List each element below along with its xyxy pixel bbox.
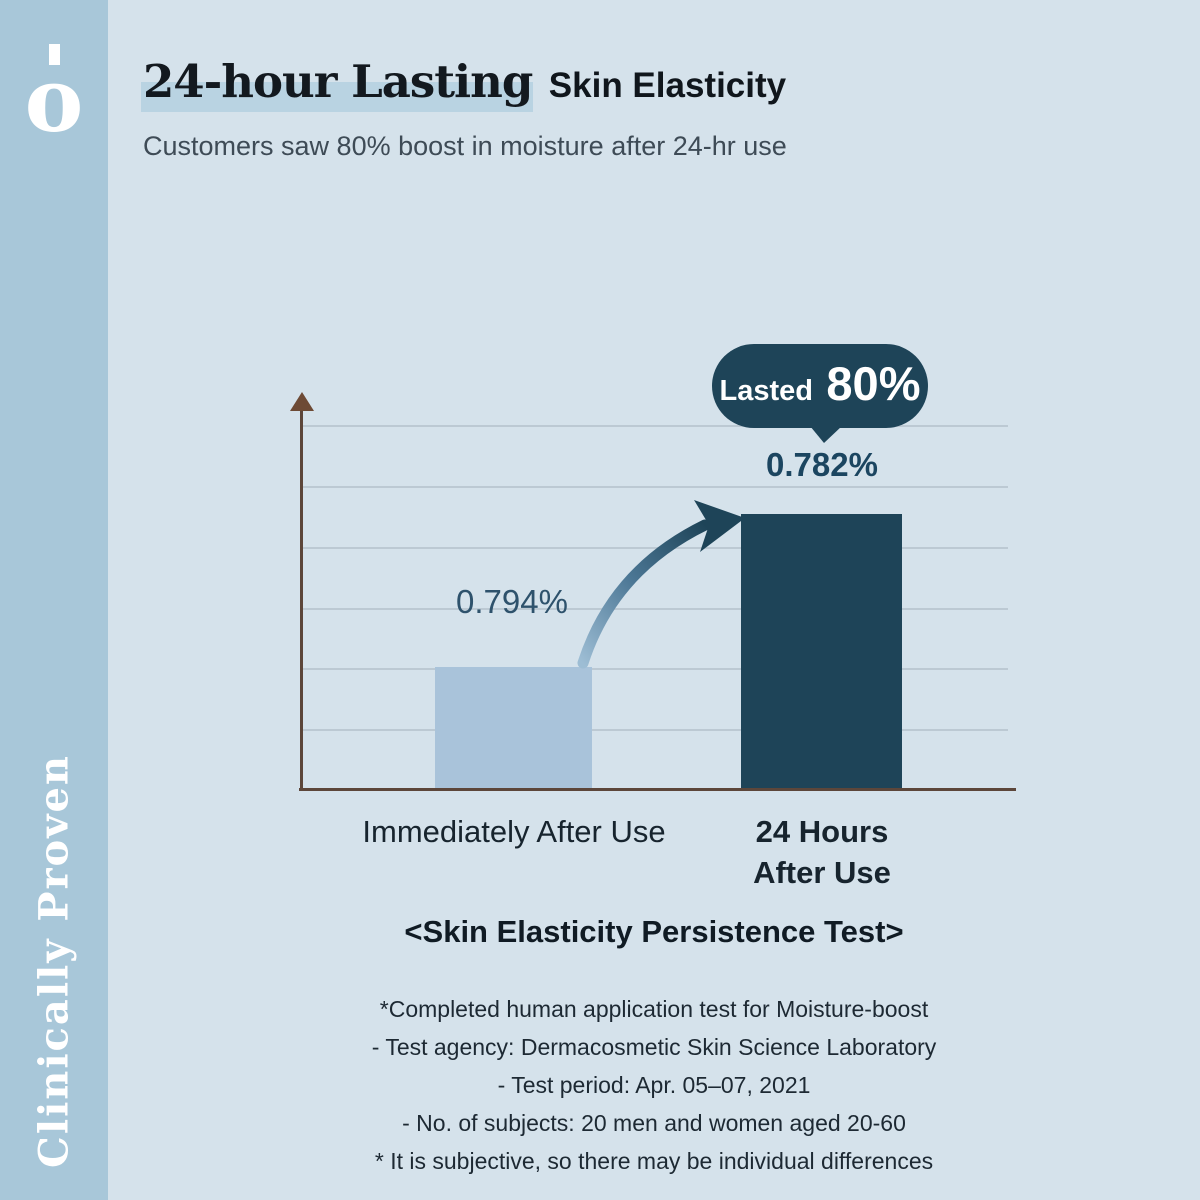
subtitle: Customers saw 80% boost in moisture afte… [143, 131, 787, 161]
footnote-line: - No. of subjects: 20 men and women aged… [402, 1110, 906, 1136]
footnote-line: - Test agency: Dermacosmetic Skin Scienc… [371, 1034, 937, 1060]
x-label-24-hours-after-use: 24 Hours After Use [722, 811, 922, 893]
footnote-line: *Completed human application test for Mo… [379, 996, 929, 1022]
footnote-line: * It is subjective, so there may be indi… [374, 1148, 934, 1174]
header: 24-hour Lasting Skin Elasticity Customer… [141, 52, 787, 162]
x-label-immediately-after-use: Immediately After Use [362, 814, 666, 849]
title-rest: Skin Elasticity [548, 66, 787, 105]
page-title: 24-hour Lasting Skin Elasticity [141, 52, 787, 123]
title-highlight-band [141, 82, 533, 112]
footnote-line: - Test period: Apr. 05–07, 2021 [497, 1072, 811, 1098]
bar-24-hours-after-use [741, 514, 902, 788]
gridline [302, 486, 1008, 488]
footnotes: *Completed human application test for Mo… [108, 990, 1200, 1180]
callout-prefix: Lasted [719, 375, 813, 407]
value-label-immediately: 0.794% [456, 583, 568, 620]
value-label-24-hours: 0.782% [766, 446, 878, 483]
callout-value: 80% [826, 357, 921, 410]
gridline [302, 547, 1008, 549]
gridline [302, 668, 1008, 670]
chart-caption: <Skin Elasticity Persistence Test> [404, 914, 904, 949]
bar-immediately-after-use [435, 667, 592, 788]
logo-glyph: o [24, 48, 84, 152]
title-emphasis: 24-hour Lasting [143, 55, 533, 108]
gridline [302, 608, 1008, 610]
gridline [302, 425, 1008, 427]
x-axis-line [299, 788, 1016, 791]
x-label-line-2: After Use [753, 855, 891, 890]
clinically-proven-vertical-label: Clinically Proven [30, 754, 78, 1168]
brand-logo-icon: o [0, 44, 108, 152]
callout-tail-icon [810, 426, 842, 443]
logo-dot-icon [48, 44, 60, 65]
x-label-line-1: 24 Hours [755, 814, 889, 849]
growth-arrow-icon [577, 500, 745, 669]
gridline [302, 729, 1008, 731]
y-axis-line [300, 406, 303, 790]
y-axis-arrowhead-icon [290, 392, 314, 411]
lasted-80-callout: Lasted 80% [712, 344, 928, 428]
sidebar: o Clinically Proven [0, 0, 108, 1200]
